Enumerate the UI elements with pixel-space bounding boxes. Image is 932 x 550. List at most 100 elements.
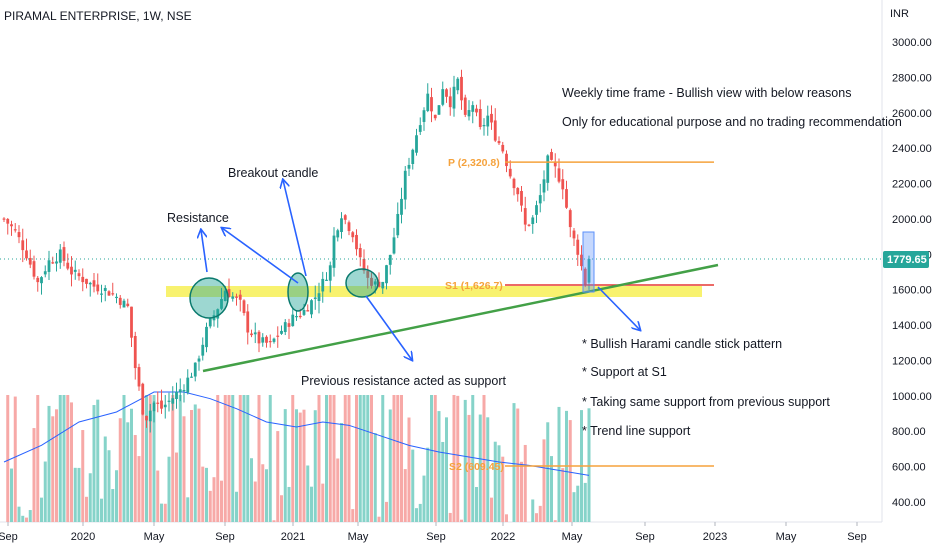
x-tick-label: 2021: [281, 531, 305, 543]
candle-body: [122, 300, 126, 308]
candle-body: [508, 168, 512, 177]
resistance-support-zone: [166, 286, 702, 297]
candle-body: [103, 287, 107, 291]
level-label: P (2,320.8): [448, 157, 500, 169]
volume-bar: [55, 409, 58, 522]
candle-body: [175, 391, 178, 400]
volume-bar: [43, 461, 47, 522]
symbol-title: PIRAMAL ENTERPRISE, 1W, NSE: [4, 9, 192, 23]
x-tick-label: Sep: [635, 531, 655, 543]
volume-bar: [463, 399, 467, 522]
breakout-arrow: [283, 180, 307, 277]
candle-body: [587, 258, 591, 283]
candle-body: [456, 78, 460, 91]
candle-body: [520, 190, 523, 206]
candle-body: [373, 281, 377, 285]
volume-bar: [486, 417, 490, 522]
y-tick-label: 2800.00: [892, 72, 932, 84]
volume-bar: [325, 395, 328, 522]
volume-bar: [118, 418, 122, 522]
candle-body: [163, 404, 167, 408]
candle-body: [572, 230, 576, 239]
candle-body: [411, 149, 415, 165]
candle-body: [385, 265, 388, 284]
candle-body: [298, 315, 302, 318]
candle-body: [516, 188, 520, 195]
volume-bar: [17, 506, 21, 522]
volume-bar: [40, 497, 43, 522]
candle-body: [265, 336, 268, 343]
candle-body: [126, 303, 130, 307]
candle-body: [118, 297, 122, 305]
candle-body: [141, 383, 145, 415]
volume-bar: [388, 409, 392, 522]
x-tick-label: Sep: [215, 531, 235, 543]
candle-body: [280, 330, 283, 334]
candle-body: [257, 331, 261, 344]
candle-body: [362, 258, 366, 271]
volume-bar: [6, 395, 10, 522]
volume-bar: [531, 499, 535, 522]
volume-bar: [490, 497, 493, 522]
candle-body: [366, 271, 370, 278]
x-tick-label: May: [562, 531, 583, 543]
volume-bar: [137, 456, 141, 522]
candle-body: [553, 161, 557, 167]
volume-bar: [422, 475, 426, 522]
candle-body: [542, 179, 546, 193]
candle-body: [538, 195, 542, 204]
candle-body: [340, 218, 343, 233]
volume-bar: [250, 458, 253, 522]
candle-body: [501, 144, 505, 152]
y-tick-label: 2000.00: [892, 214, 932, 226]
volume-bar: [13, 396, 17, 522]
candle-body: [381, 281, 385, 289]
candle-body: [471, 105, 475, 112]
volume-bar: [396, 395, 400, 522]
volume-bar: [107, 450, 111, 522]
volume-bar: [268, 395, 272, 522]
volume-bar: [96, 399, 100, 522]
previous-resistance-note: Previous resistance acted as support: [301, 374, 506, 388]
volume-bar: [392, 395, 396, 522]
volume-bar: [21, 515, 25, 522]
x-tick-label: Sep: [426, 531, 446, 543]
x-tick-label: May: [144, 531, 165, 543]
volume-bar: [81, 430, 85, 522]
y-tick-label: 800.00: [892, 426, 926, 438]
trendline-reason: * Trend line support: [582, 424, 691, 438]
last-price-tag: [883, 251, 929, 268]
volume-bar: [212, 477, 216, 522]
candle-body: [302, 310, 306, 315]
candle-body: [223, 290, 227, 301]
candle-body: [111, 293, 115, 295]
candlesticks: [2, 69, 591, 433]
candle-body: [422, 110, 426, 122]
y-tick-label: 1600.00: [892, 285, 932, 297]
same-support-reason: * Taking same support from previous supp…: [582, 395, 830, 409]
candle-body: [25, 250, 28, 259]
volume-bar: [283, 409, 287, 522]
breakout-label: Breakout candle: [228, 166, 318, 180]
candle-body: [66, 262, 70, 269]
candle-body: [261, 337, 265, 343]
volume-bar: [28, 510, 32, 522]
volume-bar: [295, 409, 298, 522]
volume-bar: [381, 395, 385, 522]
level-label: S1 (1,626.7): [445, 280, 503, 292]
volume-moving-average: [3, 391, 590, 476]
y-tick-label: 2200.00: [892, 179, 932, 191]
resistance-circle: [189, 277, 229, 319]
candle-body: [152, 402, 156, 412]
candle-body: [475, 108, 478, 113]
volume-bar: [437, 411, 441, 522]
volume-bar: [163, 503, 167, 522]
volume-bar: [62, 395, 66, 522]
volume-bar: [66, 395, 70, 522]
volume-bar: [418, 503, 422, 522]
candle-body: [96, 284, 100, 292]
volume-ma-line: [3, 391, 590, 476]
volume-bar: [122, 395, 126, 522]
candle-body: [415, 135, 418, 153]
